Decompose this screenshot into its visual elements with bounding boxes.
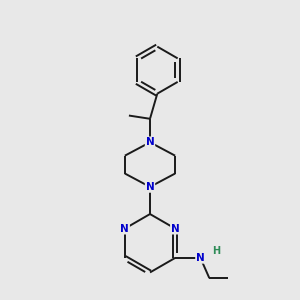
Text: N: N (196, 253, 205, 263)
Text: H: H (212, 245, 220, 256)
Text: N: N (146, 137, 154, 147)
Text: N: N (146, 182, 154, 192)
Text: N: N (171, 224, 180, 234)
Text: N: N (120, 224, 129, 234)
